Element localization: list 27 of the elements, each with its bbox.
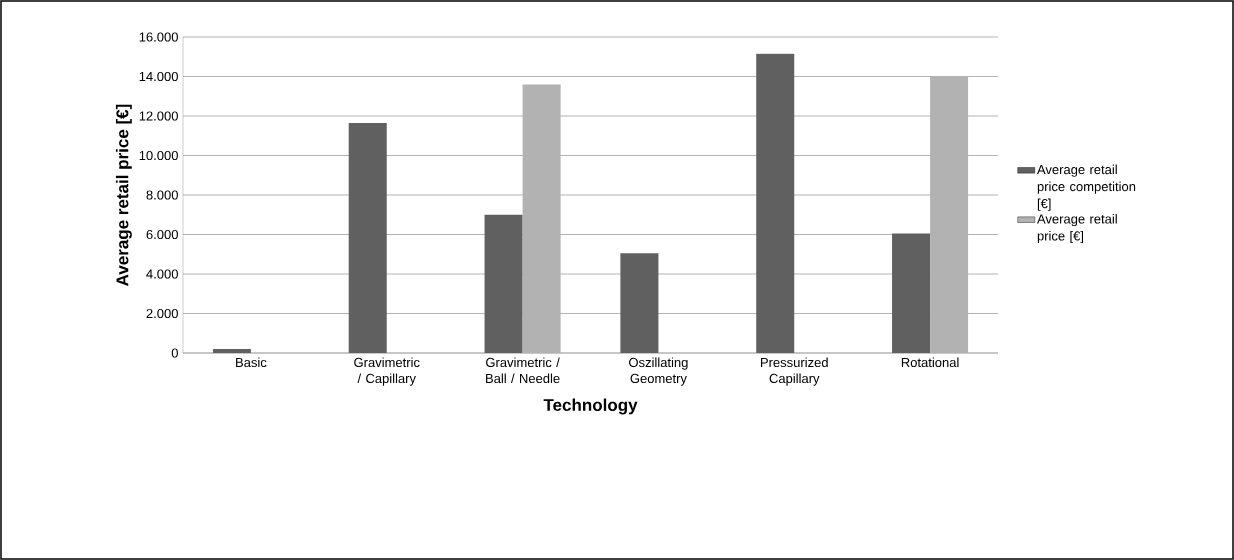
x-tick-label: Oszillating Geometry: [629, 357, 688, 386]
bar: [620, 253, 659, 353]
y-tick-label: 16.000: [139, 32, 178, 42]
x-tick-label: Gravimetric / Capillary: [354, 357, 420, 386]
y-tick-label: 2.000: [146, 308, 178, 319]
bar: [348, 122, 387, 353]
bar: [522, 84, 561, 353]
y-tick-label: 12.000: [139, 111, 178, 121]
bar: [212, 349, 251, 353]
bar: [930, 76, 969, 353]
y-tick-label: 14.000: [139, 71, 178, 82]
x-tick-label: Gravimetric / Ball / Needle: [486, 357, 560, 384]
y-tick-label: 4.000: [146, 269, 178, 279]
bar: [484, 214, 523, 353]
x-tick-label: Basic: [236, 357, 267, 368]
x-tick-label: Rotational: [901, 357, 959, 368]
legend-label: Average retail price competition [€]: [1037, 164, 1136, 211]
y-tick-label: 10.000: [139, 150, 178, 161]
x-axis-title: Technology: [543, 398, 638, 415]
y-tick-label: 0: [171, 348, 178, 358]
bar: [756, 53, 795, 353]
y-axis-title: Average retail price [€]: [115, 104, 132, 286]
y-tick-label: 6.000: [146, 229, 178, 240]
x-tick-label: Pressurized Capillary: [761, 357, 828, 386]
y-tick-label: 8.000: [146, 190, 178, 200]
legend-label: Average retail price [€]: [1037, 213, 1117, 244]
bar: [892, 233, 931, 353]
